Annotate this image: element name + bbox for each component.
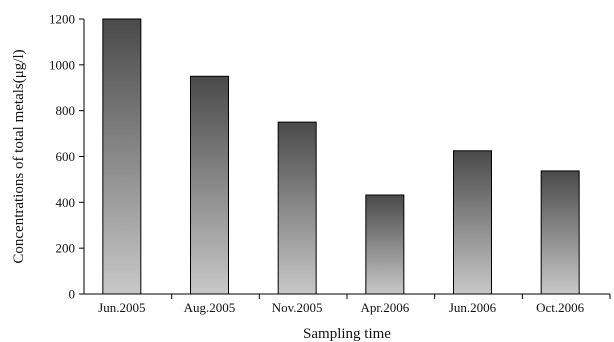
y-tick-label: 1200 <box>49 12 75 27</box>
y-tick-label: 800 <box>56 103 76 118</box>
bar-Jun.2005 <box>102 18 142 295</box>
y-tick-label: 0 <box>69 287 76 302</box>
x-tick-label: Oct.2006 <box>536 300 585 315</box>
y-tick-label: 600 <box>56 149 76 164</box>
x-tick-label: Jun.2006 <box>449 300 497 315</box>
x-tick-label: Jun.2005 <box>98 300 145 315</box>
y-tick-label: 200 <box>56 241 76 256</box>
bars <box>102 18 580 295</box>
x-tick-label: Aug.2005 <box>184 300 236 315</box>
y-axis-title: Concentrations of total metals(μg/l) <box>11 49 27 263</box>
bar-Jun.2006 <box>453 150 492 295</box>
y-axis-ticks: 0 200 400 600 800 1000 1200 <box>49 12 84 302</box>
bar-Aug.2005 <box>190 75 229 295</box>
y-tick-label: 400 <box>56 195 76 210</box>
x-tick-label: Nov.2005 <box>272 300 323 315</box>
y-tick-label: 1000 <box>49 57 75 72</box>
bar-Apr.2006 <box>365 194 405 295</box>
bar-Oct.2006 <box>540 170 580 295</box>
x-tick-label: Apr.2006 <box>360 300 409 315</box>
x-axis-labels: Jun.2005 Aug.2005 Nov.2005 Apr.2006 Jun.2006… <box>98 294 611 315</box>
x-axis-title: Sampling time <box>303 326 391 342</box>
bar-Nov.2005 <box>277 121 317 295</box>
